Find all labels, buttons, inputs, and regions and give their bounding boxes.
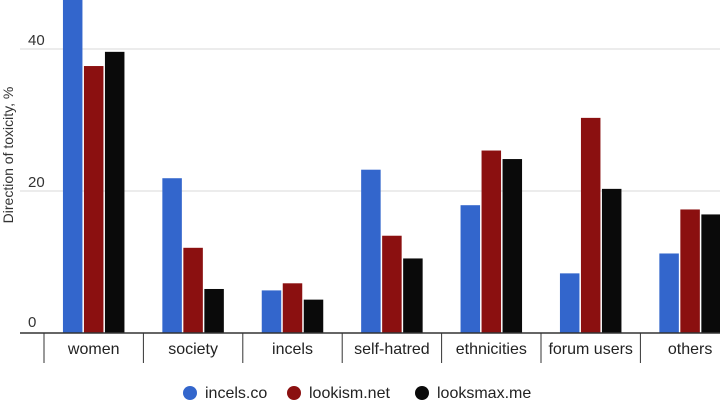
bar-looksmax-me-self-hatred: [403, 258, 423, 333]
bar-lookism-net-incels: [282, 283, 303, 333]
bar-incels-co-self-hatred: [361, 169, 381, 333]
x-category-label: ethnicities: [456, 341, 527, 358]
y-axis-title: Direction of toxicity, %: [0, 87, 16, 224]
bar-lookism-net-forum-users: [580, 117, 601, 334]
bar-looksmax-me-women: [104, 51, 125, 334]
legend-marker-incels-co: [183, 386, 197, 400]
bar-looksmax-me-incels: [303, 299, 324, 333]
y-tick-label: 20: [28, 174, 45, 191]
x-category-label: others: [668, 341, 712, 358]
legend-marker-looksmax-me: [415, 386, 429, 400]
bar-looksmax-me-others: [701, 214, 720, 333]
bar-incels-co-ethnicities: [460, 205, 481, 333]
bar-incels-co-forum-users: [559, 273, 580, 333]
legend-label: incels.co: [205, 385, 267, 402]
x-category-label: forum users: [548, 341, 632, 358]
bar-incels-co-incels: [261, 290, 282, 333]
x-category-label: incels: [272, 341, 313, 358]
bar-looksmax-me-ethnicities: [502, 159, 523, 333]
legend-label: looksmax.me: [437, 385, 531, 402]
bar-lookism-net-society: [183, 247, 203, 333]
bars: [62, 0, 720, 334]
x-category-label: self-hatred: [354, 341, 430, 358]
bar-lookism-net-self-hatred: [382, 235, 402, 333]
x-category-label: women: [67, 341, 120, 358]
bar-incels-co-society: [162, 178, 182, 333]
y-tick-label: 0: [28, 314, 36, 331]
y-tick-label: 40: [28, 32, 45, 49]
bar-lookism-net-ethnicities: [481, 150, 502, 333]
axes: 0 20 40 women society incels self-hatred ethnic…: [20, 32, 720, 363]
bar-lookism-net-others: [680, 209, 700, 333]
legend-marker-lookism-net: [287, 386, 301, 400]
x-category-label: society: [168, 341, 218, 358]
legend: incels.co lookism.net looksmax.me: [183, 385, 531, 402]
legend-label: lookism.net: [309, 385, 390, 402]
bar-looksmax-me-society: [204, 288, 224, 333]
bar-lookism-net-women: [83, 66, 104, 333]
bar-incels-co-women: [62, 0, 83, 333]
bar-looksmax-me-forum-users: [601, 188, 622, 333]
bar-incels-co-others: [659, 253, 679, 333]
